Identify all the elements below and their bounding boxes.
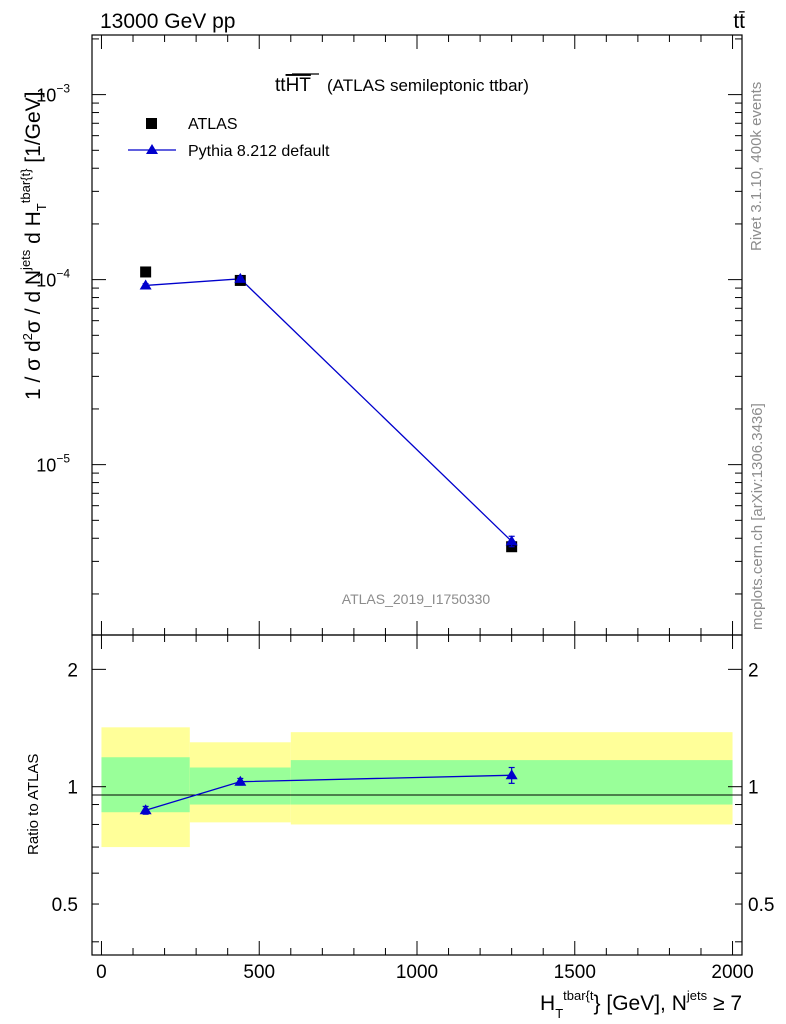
x-tick-label: 500 (243, 962, 275, 983)
ratio-y-tick-label-right: 0.5 (748, 895, 774, 916)
main-y-tick-label: 10−3 (36, 82, 70, 106)
legend-data-label: ATLAS (188, 116, 238, 133)
x-axis-label: HTtbar{t} [GeV], Njets ≥ 7 (540, 988, 742, 1021)
rivet-label: Rivet 3.1.10, 400k events (748, 82, 765, 251)
ratio-mc-point (505, 769, 518, 780)
title-sub: (ATLAS semileptonic ttbar) (327, 76, 529, 95)
watermark: ATLAS_2019_I1750330 (342, 591, 491, 607)
mcplots-label: mcplots.cern.ch [arXiv:1306.3436] (749, 403, 766, 630)
main-y-tick-label: 10−4 (36, 267, 70, 291)
title-over: HT (286, 75, 312, 96)
y-axis-label-main: 1 / σ d2σ / d Njets d HTtbar{t} [1/GeV] (18, 91, 49, 400)
ratio-band-inner (101, 757, 190, 813)
ratio-y-tick-label-left: 1 (67, 778, 78, 799)
ratio-y-tick-label-left: 2 (67, 660, 78, 681)
mc-line (145, 278, 513, 542)
process-label: tt̄ (733, 10, 745, 33)
energy-label: 13000 GeV pp (100, 10, 235, 33)
ratio-y-tick-label-right: 2 (748, 660, 759, 681)
main-panel: ATLAS_2019_I1750330 ttHT (ATLAS semilept… (18, 34, 743, 636)
ratio-bands (101, 727, 733, 848)
legend: ATLAS Pythia 8.212 default (128, 116, 330, 160)
mc-point (505, 535, 518, 546)
x-tick-label: 1000 (396, 962, 438, 983)
main-y-ticks: 10−5 10−4 10−3 (36, 38, 742, 595)
ratio-band-inner (189, 767, 291, 805)
ratio-y-tick-label-left: 0.5 (52, 895, 78, 916)
mc-point (234, 272, 247, 283)
main-y-tick-label: 10−5 (36, 452, 70, 476)
title-main: tt (275, 75, 286, 96)
ratio-y-tick-label-right: 1 (748, 778, 759, 799)
main-data (139, 266, 518, 553)
legend-mc-marker (146, 144, 158, 154)
x-axis-ticks: 0 500 1000 1500 2000 (96, 35, 754, 983)
legend-mc-label: Pythia 8.212 default (188, 143, 330, 160)
x-tick-label: 1500 (554, 962, 596, 983)
ratio-data (139, 766, 518, 815)
data-point (140, 266, 152, 278)
y-axis-label-ratio: Ratio to ATLAS (25, 754, 42, 855)
ratio-mc-point (234, 775, 247, 786)
x-tick-label: 2000 (711, 962, 753, 983)
ratio-mc-point (139, 804, 152, 815)
svg-text:ttHT: ttHT (275, 75, 311, 96)
plot-title: ttHT (ATLAS semileptonic ttbar) (275, 73, 529, 96)
ratio-panel: 0.5 0.5 1 1 2 2 Ratio to ATLAS (25, 634, 774, 956)
x-tick-label: 0 (96, 962, 107, 983)
legend-data-marker (146, 118, 157, 129)
mc-point (139, 279, 152, 290)
ratio-y-ticks: 0.5 0.5 1 1 2 2 (52, 660, 774, 943)
